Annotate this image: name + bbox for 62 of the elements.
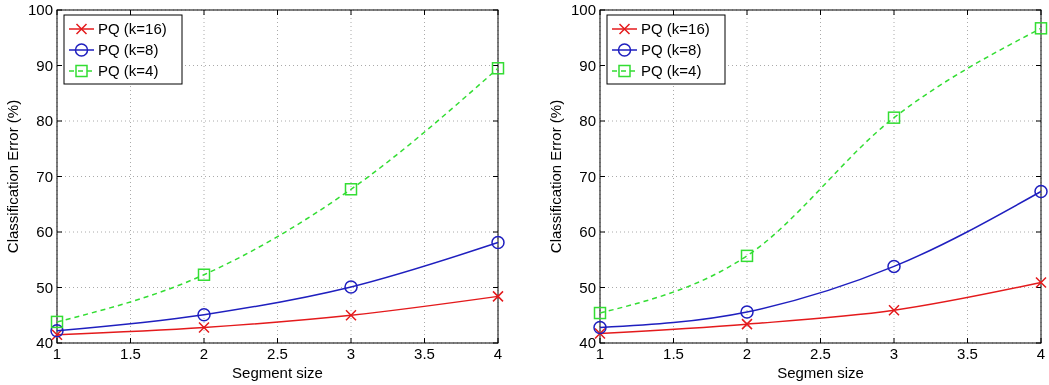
point bbox=[887, 111, 901, 124]
x-tick-label: 2 bbox=[199, 345, 209, 362]
y-tick-label: 50 bbox=[579, 278, 596, 296]
y-tick-label: 90 bbox=[579, 56, 596, 74]
point bbox=[887, 259, 901, 274]
y-tick-label: 60 bbox=[36, 223, 53, 240]
point bbox=[198, 321, 210, 334]
point bbox=[740, 249, 754, 263]
point bbox=[345, 309, 357, 321]
x-tick-label: 3.5 bbox=[414, 345, 435, 362]
point bbox=[740, 305, 754, 319]
point bbox=[197, 268, 211, 281]
point bbox=[491, 235, 505, 250]
x-tick-label: 1.5 bbox=[663, 345, 684, 362]
point bbox=[492, 290, 504, 303]
y-axis-title: Classification Error (%) bbox=[547, 99, 564, 254]
point bbox=[491, 62, 505, 75]
x-axis-title: Segment size bbox=[232, 364, 323, 381]
x-tick-label: 1 bbox=[595, 345, 605, 362]
x-tick-label: 3.5 bbox=[957, 345, 978, 362]
point bbox=[50, 315, 64, 329]
x-tick-label: 2.5 bbox=[267, 345, 288, 362]
point bbox=[51, 328, 63, 341]
point bbox=[344, 183, 358, 196]
x-tick-label: 4 bbox=[493, 345, 503, 362]
legend-label: PQ (k=4) bbox=[641, 62, 702, 79]
legend-label: PQ (k=16) bbox=[641, 20, 710, 37]
point bbox=[593, 320, 607, 335]
y-tick-label: 40 bbox=[36, 334, 53, 351]
point bbox=[1034, 184, 1048, 199]
y-tick-label: 100 bbox=[27, 1, 53, 18]
y-tick-label: 80 bbox=[36, 112, 53, 129]
point bbox=[593, 306, 607, 320]
y-tick-label: 100 bbox=[570, 1, 596, 18]
x-tick-label: 1 bbox=[52, 345, 62, 362]
point bbox=[197, 307, 211, 322]
y-tick-label: 70 bbox=[36, 167, 53, 185]
y-axis-title: Classification Error (%) bbox=[4, 99, 21, 254]
point bbox=[741, 318, 753, 330]
x-tick-label: 1.5 bbox=[120, 345, 141, 362]
y-tick-label: 40 bbox=[579, 334, 596, 351]
x-tick-label: 4 bbox=[1036, 345, 1046, 362]
y-tick-label: 70 bbox=[579, 167, 596, 185]
point bbox=[344, 280, 358, 294]
point bbox=[1035, 276, 1047, 289]
y-tick-label: 60 bbox=[579, 223, 596, 240]
legend-label: PQ (k=16) bbox=[98, 20, 167, 37]
legend-label: PQ (k=4) bbox=[98, 62, 159, 79]
x-tick-label: 3 bbox=[346, 345, 356, 362]
x-tick-label: 3 bbox=[889, 345, 899, 362]
legend-label: PQ (k=8) bbox=[98, 41, 159, 58]
point bbox=[50, 324, 64, 338]
point bbox=[1034, 22, 1048, 35]
point bbox=[594, 327, 606, 340]
y-tick-label: 80 bbox=[579, 112, 596, 129]
x-axis-title: Segmen size bbox=[777, 364, 864, 381]
point bbox=[888, 304, 900, 317]
legend-label: PQ (k=8) bbox=[641, 41, 702, 58]
x-tick-label: 2.5 bbox=[810, 345, 831, 362]
x-tick-label: 2 bbox=[742, 345, 752, 362]
y-tick-label: 90 bbox=[36, 56, 53, 74]
y-tick-label: 50 bbox=[36, 278, 53, 296]
